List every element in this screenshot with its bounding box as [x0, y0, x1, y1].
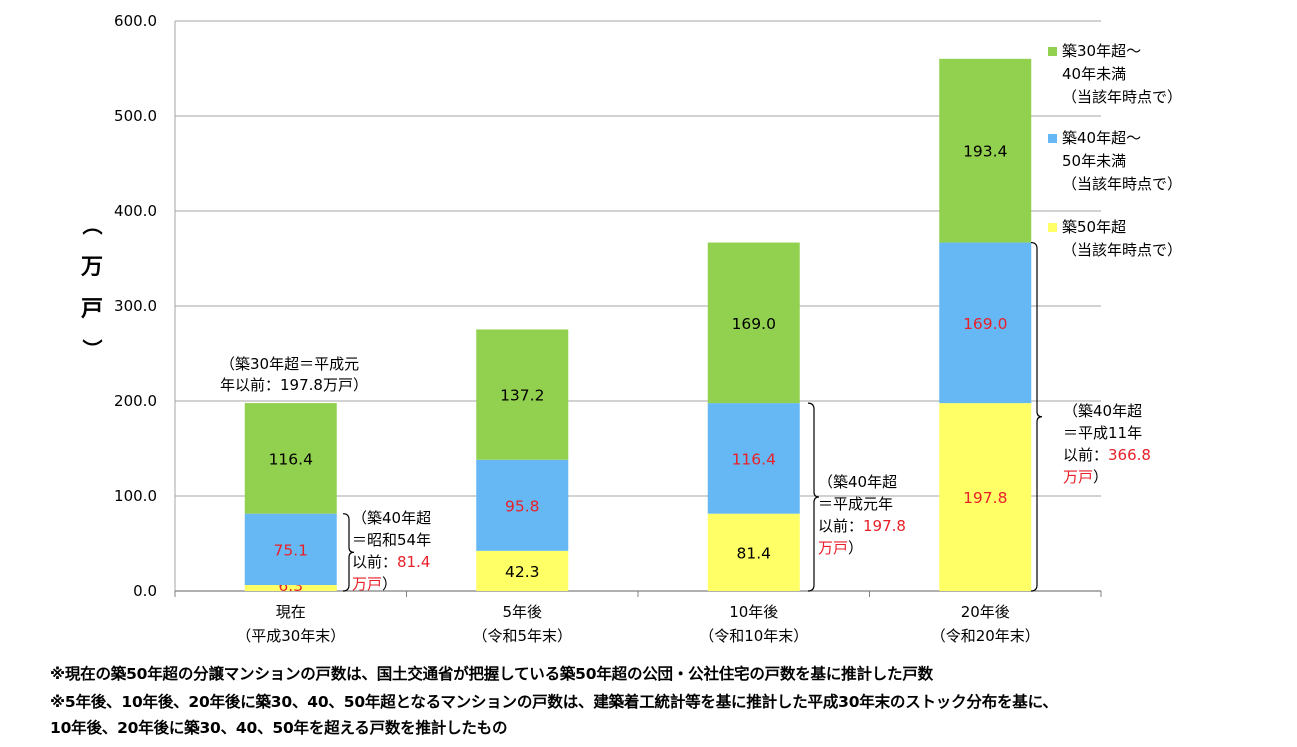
annotation-text: 万戸） — [818, 539, 863, 557]
data-label: 169.0 — [732, 315, 776, 333]
bar-segment — [244, 513, 337, 586]
annotation-fragment: 以前： — [352, 553, 397, 571]
data-label: 116.4 — [269, 450, 313, 468]
y-tick-label: 200.0 — [114, 392, 157, 410]
y-tick-label: 400.0 — [114, 202, 157, 220]
bracket — [342, 513, 355, 592]
annotation-text: 万戸） — [1063, 468, 1108, 486]
annotation-text: ＝昭和54年 — [352, 531, 431, 549]
annotation-fragment: ） — [1093, 468, 1108, 486]
legend-label: （当該年時点で） — [1062, 175, 1182, 193]
legend-label: 40年未満 — [1062, 65, 1126, 83]
y-tick-label: 100.0 — [114, 487, 157, 505]
bar-segment — [476, 550, 569, 591]
bar-segment — [244, 585, 337, 591]
annotation-fragment: 以前： — [818, 517, 863, 535]
x-tick-sublabel: （令和20年末） — [931, 627, 1040, 645]
data-label: 81.4 — [736, 544, 771, 562]
annotation-text: 万戸） — [352, 575, 397, 593]
y-axis-title-char: 万 — [80, 255, 103, 280]
annotation-text: （築40年超 — [818, 473, 897, 491]
bar-segment — [707, 242, 800, 404]
y-axis-title-char: （ — [80, 215, 104, 235]
bar-segment — [707, 513, 800, 591]
annotation-value: 366.8 — [1108, 446, 1151, 464]
data-label: 197.8 — [963, 489, 1007, 507]
legend-swatch — [1048, 223, 1057, 232]
y-axis-title-char: ） — [80, 339, 104, 359]
legend-label: 築30年超～ — [1062, 42, 1141, 60]
footnote-2: ※5年後、10年後、20年後に築30、40、50年超となるマンションの戸数は、建… — [50, 693, 1058, 711]
legend-label: 築50年超 — [1062, 218, 1126, 236]
bracket — [807, 402, 820, 592]
annotation-text: （築30年超＝平成元 — [220, 355, 359, 373]
annotation-text: （築40年超 — [352, 509, 431, 527]
bar-segment — [476, 459, 569, 551]
annotation-text: 以前：366.8 — [1063, 446, 1151, 464]
x-tick-label: 10年後 — [729, 603, 778, 621]
annotation-fragment: （築40年超 — [818, 473, 897, 491]
annotation-text: （築40年超 — [1063, 402, 1142, 420]
bar-segment — [244, 403, 337, 514]
x-tick-sublabel: （平成30年末） — [236, 627, 345, 645]
x-tick-sublabel: （令和10年末） — [699, 627, 808, 645]
data-label: 42.3 — [505, 563, 540, 581]
annotation-text: ＝平成11年 — [1063, 424, 1142, 442]
annotation-fragment: ＝平成元年 — [818, 495, 893, 513]
data-label: 75.1 — [273, 541, 308, 559]
annotation-fragment: （築40年超 — [1063, 402, 1142, 420]
annotation-fragment: 以前： — [1063, 446, 1108, 464]
bracket — [1030, 241, 1043, 592]
y-tick-label: 0.0 — [133, 582, 157, 600]
legend-label: （当該年時点で） — [1062, 241, 1182, 259]
annotation-value: 万戸 — [818, 539, 848, 557]
annotation-fragment: ＝昭和54年 — [352, 531, 431, 549]
data-label: 137.2 — [500, 387, 544, 405]
bar-segment — [707, 403, 800, 514]
annotation-text: 以前：197.8 — [818, 517, 906, 535]
bar-segment — [939, 403, 1032, 591]
bar-segment — [476, 329, 569, 460]
data-label: 95.8 — [505, 497, 540, 515]
data-label: 169.0 — [963, 315, 1007, 333]
legend-swatch — [1048, 47, 1057, 56]
annotation-fragment: ） — [848, 539, 863, 557]
y-tick-label: 500.0 — [114, 107, 157, 125]
annotation-text: ＝平成元年 — [818, 495, 893, 513]
data-label: 116.4 — [732, 450, 776, 468]
annotation-fragment: ＝平成11年 — [1063, 424, 1142, 442]
x-tick-label: 5年後 — [502, 603, 542, 621]
bar-segment — [939, 242, 1032, 404]
bar-segment — [939, 58, 1032, 243]
annotation-fragment: （築40年超 — [352, 509, 431, 527]
data-label: 193.4 — [963, 143, 1007, 161]
x-tick-label: 20年後 — [961, 603, 1010, 621]
annotation-value: 万戸 — [352, 575, 382, 593]
legend-label: 築40年超～ — [1062, 129, 1141, 147]
y-tick-label: 600.0 — [114, 12, 157, 30]
annotation-text: 以前：81.4 — [352, 553, 430, 571]
legend-swatch — [1048, 134, 1057, 143]
annotation-text: 年以前：197.8万戸） — [220, 376, 368, 394]
annotation-value: 万戸 — [1063, 468, 1093, 486]
y-axis-title-char: 戸 — [81, 297, 103, 322]
x-tick-label: 現在 — [276, 603, 306, 621]
annotation-value: 197.8 — [863, 517, 906, 535]
annotation-value: 81.4 — [397, 553, 430, 571]
y-tick-label: 300.0 — [114, 297, 157, 315]
footnote-1: ※現在の築50年超の分譲マンションの戸数は、国土交通省が把握している築50年超の… — [50, 665, 933, 683]
legend-label: （当該年時点で） — [1062, 88, 1182, 106]
legend-label: 50年未満 — [1062, 152, 1126, 170]
annotation-fragment: ） — [382, 575, 397, 593]
x-tick-sublabel: （令和5年末） — [472, 627, 572, 645]
footnote-3: 10年後、20年後に築30、40、50年を超える戸数を推計したもの — [50, 719, 508, 737]
